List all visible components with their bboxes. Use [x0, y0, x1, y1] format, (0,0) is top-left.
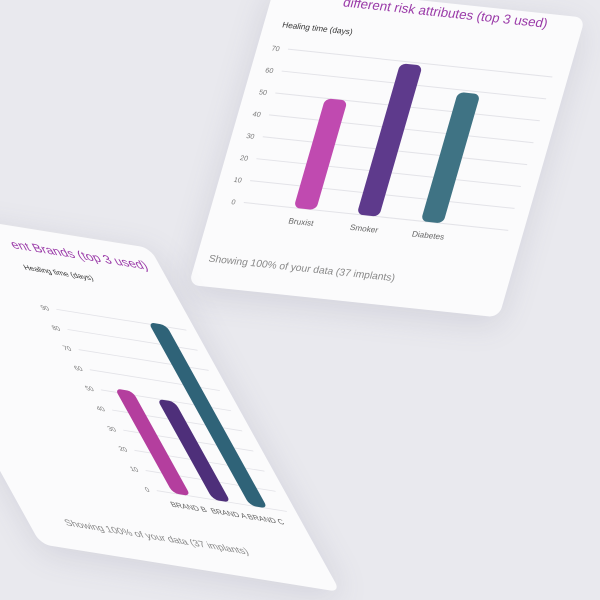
y-tick-label: 60	[264, 67, 274, 76]
gridline	[287, 48, 553, 78]
y-tick-label: 0	[230, 198, 236, 206]
y-tick-label: 50	[258, 88, 268, 97]
x-tick-label: Bruxist	[287, 217, 315, 228]
gridline	[56, 308, 187, 331]
bar-brand-c	[150, 323, 266, 508]
x-tick-label: Smoker	[349, 223, 380, 235]
x-tick-label: BRAND C	[245, 512, 286, 527]
y-tick-label: 50	[83, 384, 95, 393]
x-tick-label: BRAND A	[208, 506, 248, 521]
bar-brand-b	[117, 389, 189, 496]
bar-bruxist	[295, 98, 347, 210]
y-tick-label: 40	[252, 110, 262, 119]
bar-chart: 0 10 20 30 40 50 60 70 Bruxist Smoker Diabetes	[230, 45, 553, 242]
y-tick-label: 90	[39, 303, 51, 312]
chart-card-risk-attributes: different risk attributes (top 3 used) H…	[188, 0, 586, 318]
y-tick-label: 60	[72, 364, 84, 373]
y-tick-label: 0	[143, 485, 151, 494]
y-tick-label: 20	[239, 154, 249, 163]
y-tick-label: 70	[271, 45, 281, 54]
bar-diabetes	[422, 92, 479, 223]
y-tick-label: 70	[61, 344, 73, 353]
gridline	[243, 202, 509, 231]
y-tick-label: 20	[117, 444, 129, 453]
y-tick-label: 10	[233, 176, 243, 185]
y-tick-label: 40	[94, 404, 106, 413]
y-tick-label: 10	[128, 464, 140, 473]
y-tick-label: 80	[50, 323, 62, 332]
y-tick-label: 30	[245, 132, 255, 141]
chart-card-implant-brands: ent Brands (top 3 used) Healing time (da…	[0, 200, 341, 593]
bar-smoker	[358, 63, 422, 217]
y-tick-label: 30	[106, 424, 118, 433]
bar-brand-a	[159, 399, 229, 502]
x-tick-label: Diabetes	[411, 230, 446, 242]
x-tick-label: BRAND B	[168, 500, 209, 515]
